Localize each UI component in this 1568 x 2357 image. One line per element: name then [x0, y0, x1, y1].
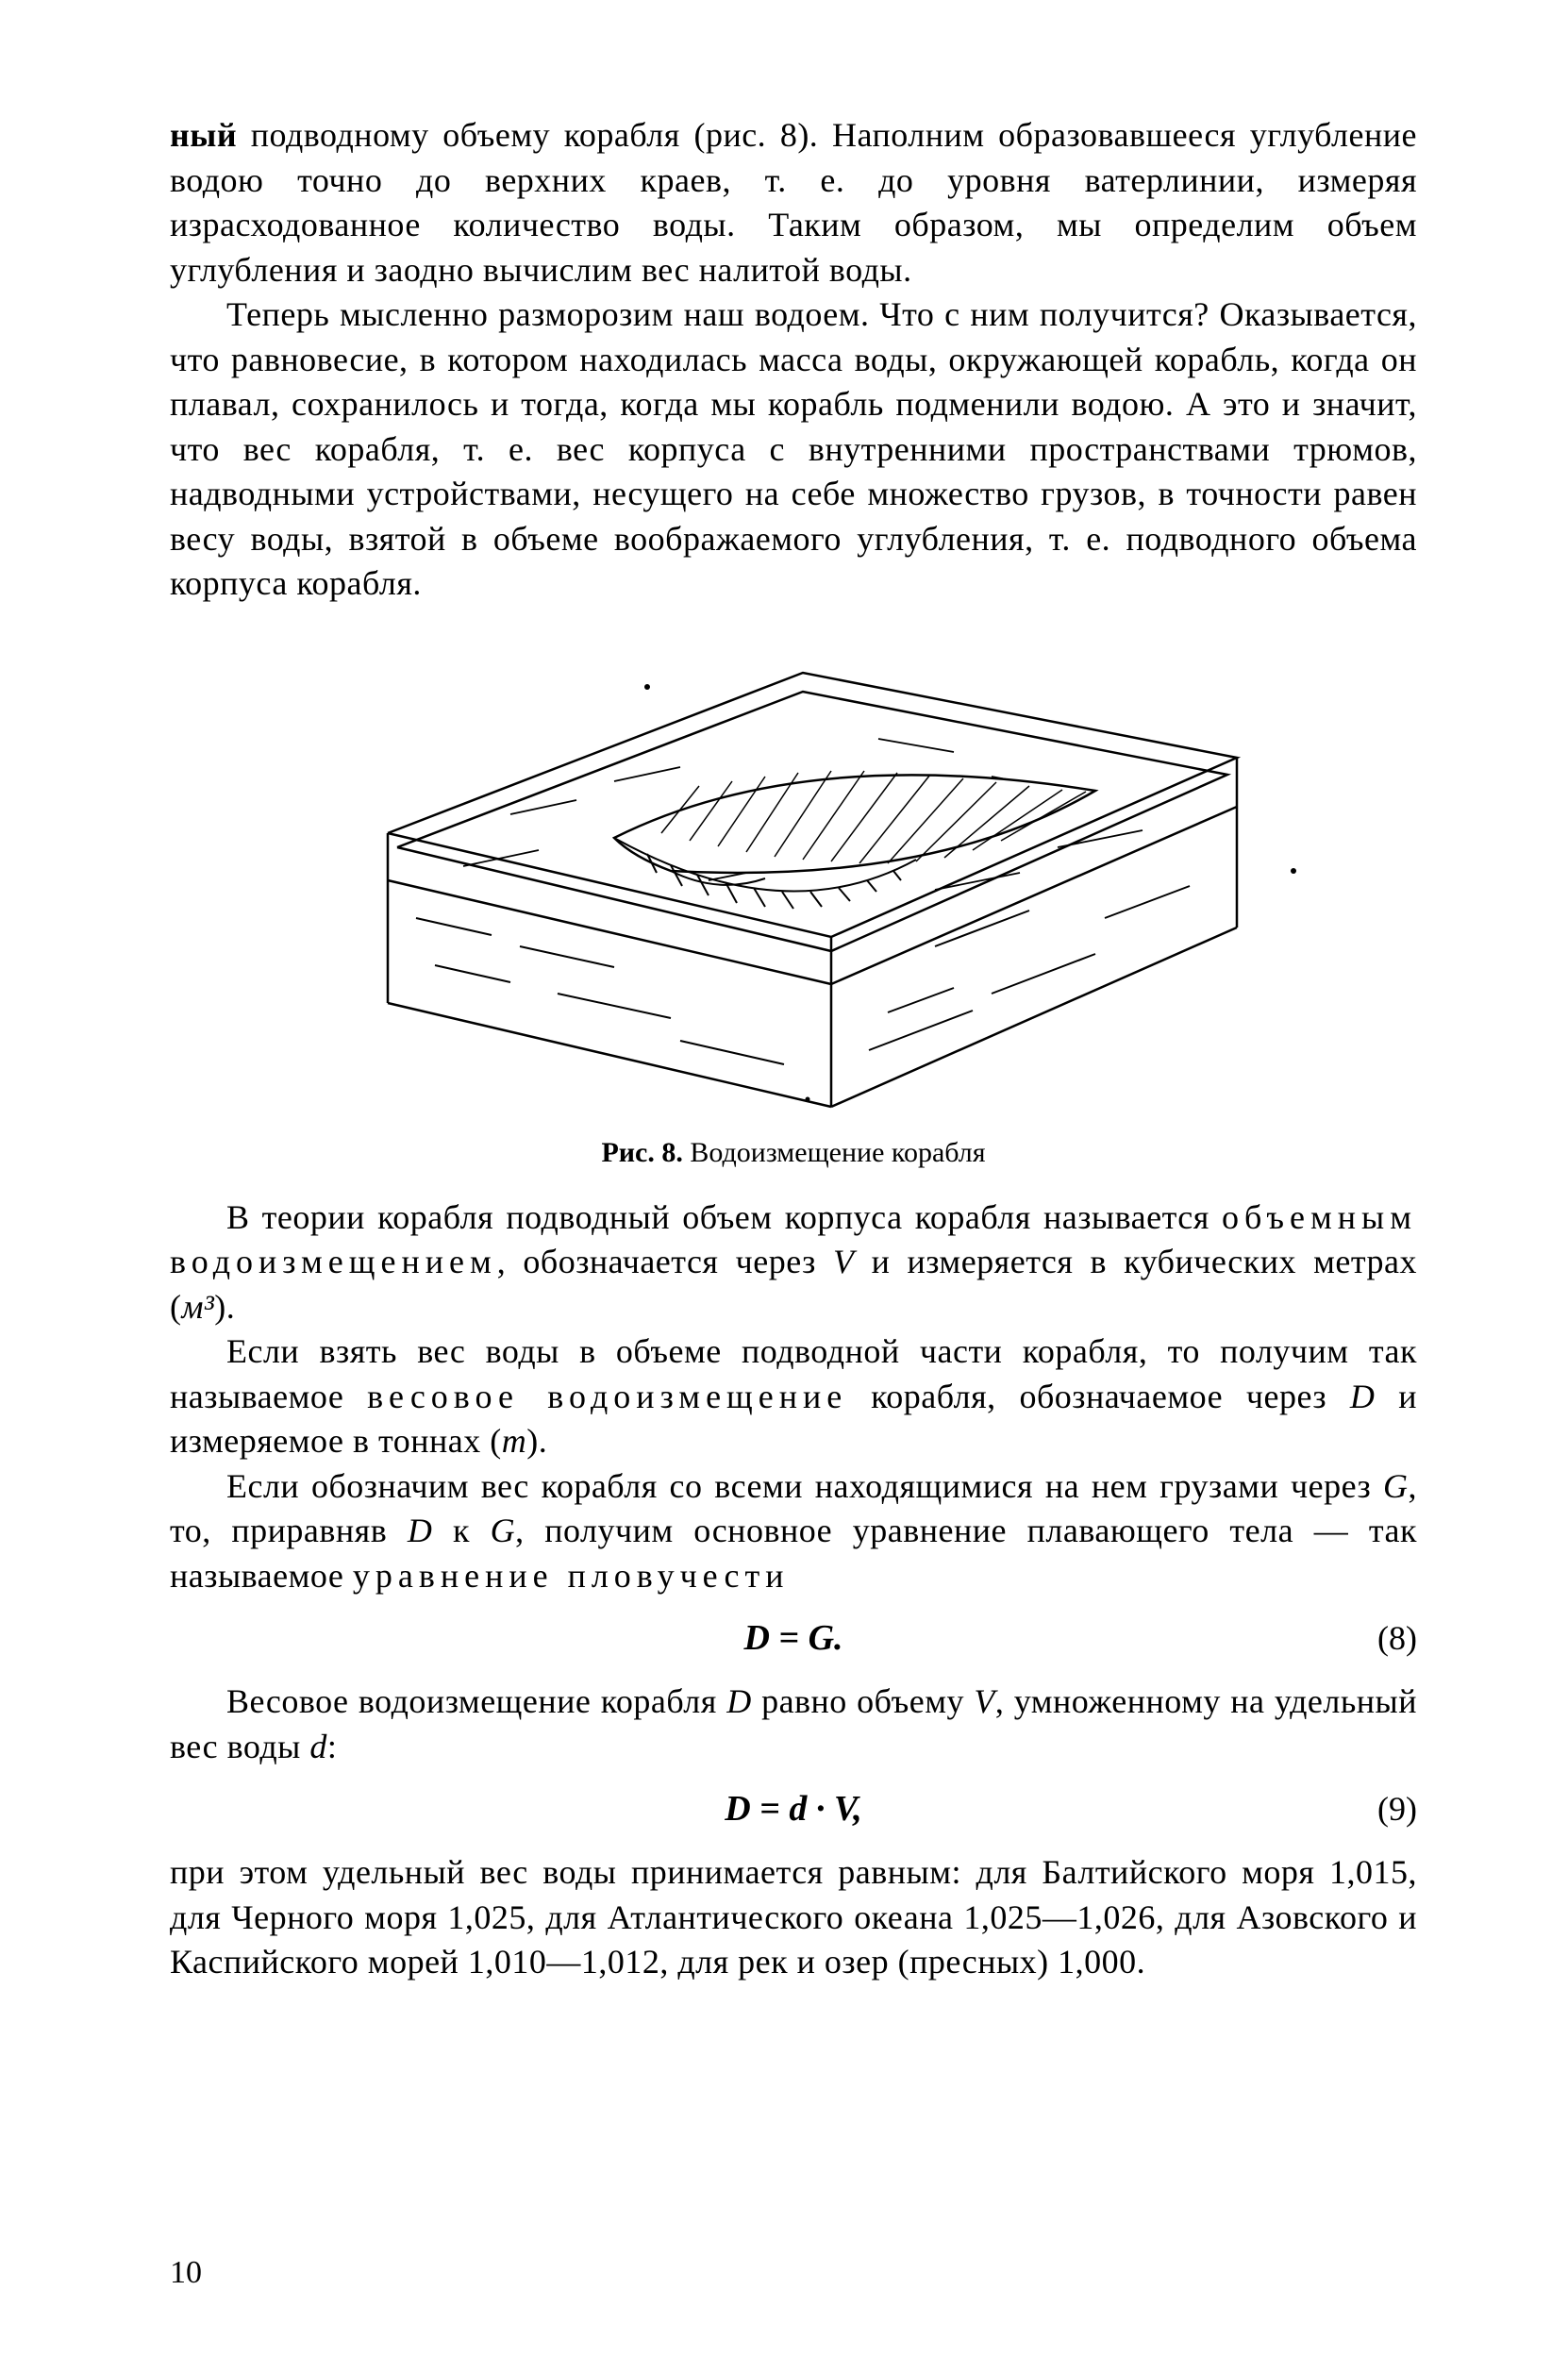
equation-9-number: (9): [1377, 1789, 1417, 1829]
p5-spaced: уравнение пловучести: [353, 1557, 790, 1595]
paragraph-6: Весовое водоизмещение корабля D равно об…: [170, 1680, 1417, 1769]
para1-body: подводному объему корабля (рис. 8). Напо…: [170, 116, 1417, 289]
p4-c: корабля, обозначаемое через: [847, 1378, 1350, 1415]
figure-caption: Рис. 8. Водоизмещение корабля: [170, 1137, 1417, 1169]
p3-g: ).: [214, 1288, 235, 1326]
p3-c: , обозначается через: [497, 1243, 833, 1280]
paragraph-2: Теперь мысленно разморозим наш водоем. Ч…: [170, 293, 1417, 607]
symbol-d: D: [1350, 1378, 1376, 1415]
p5-e: к: [432, 1512, 490, 1549]
paragraph-7: при этом удельный вес воды принимается р…: [170, 1850, 1417, 1985]
equation-8-body: D = G.: [743, 1617, 842, 1659]
para1-start: ный: [170, 116, 237, 154]
equation-8: D = G. (8): [170, 1613, 1417, 1663]
figure-8: Рис. 8. Водоизмещение корабля: [170, 635, 1417, 1169]
paragraph-4: Если взять вес воды в объеме подводной ч…: [170, 1329, 1417, 1464]
caption-text: Водоизмещение корабля: [683, 1137, 986, 1168]
p6-g: :: [327, 1728, 338, 1765]
symbol-g2: G: [491, 1512, 516, 1549]
symbol-v2: V: [974, 1682, 995, 1720]
p5-a: Если обозначим вес корабля со всеми нахо…: [226, 1467, 1383, 1505]
symbol-d3: D: [726, 1682, 752, 1720]
paragraph-3: В теории корабля подводный объем корпуса…: [170, 1195, 1417, 1330]
equation-8-number: (8): [1377, 1618, 1417, 1658]
paragraph-5: Если обозначим вес корабля со всеми нахо…: [170, 1464, 1417, 1599]
symbol-g: G: [1383, 1467, 1409, 1505]
p6-c: равно объему: [752, 1682, 975, 1720]
symbol-d2: D: [408, 1512, 433, 1549]
p4-spaced: весовое водоизмещение: [367, 1378, 847, 1415]
equation-9-body: D = d · V,: [725, 1788, 862, 1830]
paragraph-1: ный подводному объему корабля (рис. 8). …: [170, 113, 1417, 293]
p3-a: В теории корабля подводный объем корпуса…: [226, 1198, 1222, 1236]
p6-a: Весовое водоизмещение корабля: [226, 1682, 726, 1720]
p4-g: ).: [526, 1422, 547, 1460]
caption-label: Рис. 8.: [601, 1137, 682, 1168]
page: ный подводному объему корабля (рис. 8). …: [0, 0, 1568, 2357]
symbol-d-small: d: [309, 1728, 327, 1765]
equation-9: D = d · V, (9): [170, 1784, 1417, 1833]
symbol-v: V: [833, 1243, 855, 1280]
unit-t: т: [502, 1422, 527, 1460]
unit-m3: м³: [182, 1288, 215, 1326]
page-number: 10: [170, 2255, 202, 2291]
ship-displacement-diagram: [275, 635, 1312, 1126]
